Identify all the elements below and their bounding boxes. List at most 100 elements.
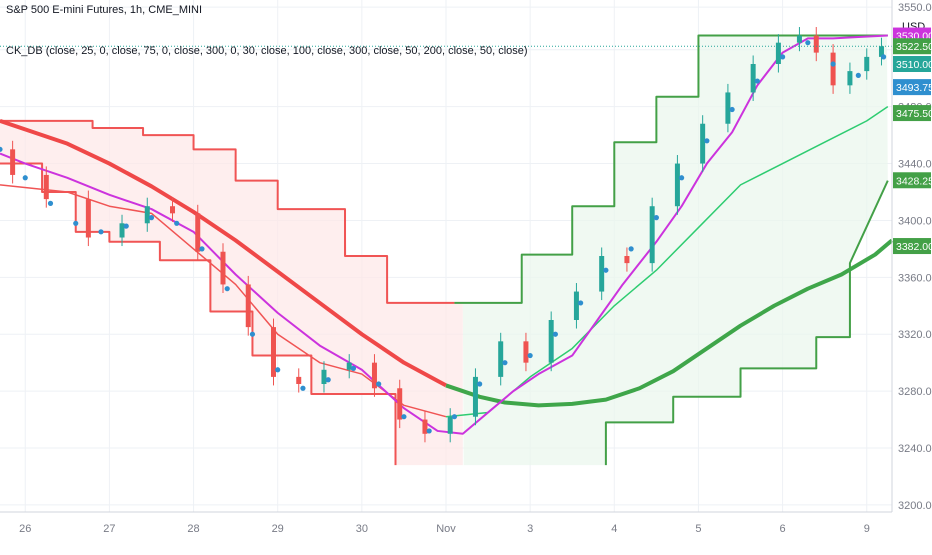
dot-point-8: [199, 246, 205, 252]
price-label-box-6: [893, 238, 931, 255]
x-tick-label-1: 27: [103, 523, 115, 535]
y-tick-label-0: 3200.00: [898, 500, 932, 512]
x-tick-label-5: Nov: [436, 523, 456, 535]
candle-body-35: [864, 56, 870, 72]
x-tick-label-4: 30: [356, 523, 368, 535]
candle-body-21: [548, 320, 554, 363]
candle-body-1: [10, 149, 16, 175]
candle-body-2: [43, 174, 49, 200]
band-mid-line-green: [445, 106, 889, 418]
candle-body-4: [119, 223, 125, 238]
candle-body-11: [296, 376, 302, 384]
dot-point-24: [603, 267, 609, 273]
candle-body-5: [144, 206, 150, 224]
dot-point-13: [325, 377, 331, 383]
dot-point-16: [401, 414, 407, 420]
candle-body-20: [523, 341, 529, 363]
y-tick-label-4: 3360.00: [898, 272, 932, 284]
price-label-5: 3428.25: [896, 175, 932, 187]
magenta-line: [0, 34, 888, 435]
dot-point-19: [477, 381, 483, 387]
candle-body-24: [624, 256, 630, 264]
dot-point-20: [502, 360, 508, 366]
price-label-box-5: [893, 172, 931, 189]
band-top-line-red: [0, 119, 455, 304]
x-tick-label-10: 9: [864, 523, 870, 535]
candle-body-25: [649, 206, 655, 264]
candle-body-10: [270, 327, 276, 377]
candle-body-33: [830, 52, 836, 86]
candle-body-14: [371, 362, 377, 389]
y-tick-label-3: 3320.00: [898, 329, 932, 341]
candle-body-9: [245, 284, 251, 328]
candle-body-15: [397, 388, 403, 420]
dot-point-1: [22, 175, 28, 181]
candle-body-12: [321, 369, 327, 384]
price-label-1: 3522.50: [896, 41, 932, 53]
dot-point-6: [148, 215, 155, 221]
y-tick-label-5: 3400.00: [898, 215, 932, 227]
dot-point-12: [300, 385, 306, 391]
dot-point-22: [552, 331, 558, 337]
candle-body-36: [878, 46, 884, 57]
dot-point-14: [350, 365, 357, 371]
candle-body-26: [674, 163, 680, 207]
dot-point-32: [805, 40, 811, 46]
candle-body-30: [775, 42, 781, 64]
candle-body-13: [346, 362, 352, 370]
y-tick-label-2: 3280.00: [898, 386, 932, 398]
dot-point-35: [880, 54, 887, 60]
price-label-2: 3510.00: [896, 59, 932, 71]
candle-body-3: [85, 199, 91, 238]
price-label-box-3: [893, 79, 931, 96]
dot-point-4: [98, 229, 104, 235]
candle-body-16: [422, 419, 428, 434]
thick-ma-line-green: [445, 238, 894, 408]
candle-body-27: [700, 123, 706, 164]
candle-body-22: [573, 291, 579, 320]
candle-body-34: [847, 71, 853, 86]
dot-point-17: [426, 428, 432, 434]
dot-point-27: [679, 175, 685, 181]
dot-point-23: [578, 300, 584, 306]
candle-body-19: [498, 341, 504, 377]
dot-point-15: [376, 381, 382, 387]
dot-point-2: [47, 200, 54, 206]
dot-point-28: [704, 138, 710, 144]
x-tick-label-8: 5: [695, 523, 701, 535]
x-tick-label-9: 6: [780, 523, 786, 535]
band-bottom-line-green: [604, 180, 889, 466]
indicator-title[interactable]: CK_DB (close, 25, 0, close, 75, 0, close…: [6, 45, 528, 57]
candle-body-32: [813, 35, 819, 53]
thick-ma-line-red: [0, 118, 447, 388]
y-tick-label-6: 3440.00: [898, 159, 932, 171]
price-label-3: 3493.75: [896, 82, 932, 94]
dot-point-7: [174, 220, 180, 226]
dot-point-5: [123, 223, 129, 229]
candle-body-29: [750, 64, 756, 93]
dot-point-33: [830, 61, 836, 67]
x-tick-label-7: 4: [611, 523, 617, 535]
x-tick-label-6: 3: [527, 523, 533, 535]
candle-body-18: [472, 376, 478, 417]
x-tick-label-3: 29: [272, 523, 284, 535]
x-tick-label-0: 26: [19, 523, 31, 535]
dot-point-25: [628, 246, 634, 252]
dot-point-11: [275, 367, 281, 373]
price-label-box-4: [893, 105, 931, 122]
x-tick-label-2: 28: [187, 523, 199, 535]
dot-point-30: [754, 78, 760, 84]
dot-point-10: [249, 331, 256, 337]
dot-point-3: [73, 220, 79, 226]
y-tick-label-1: 3240.00: [898, 443, 932, 455]
price-label-box-2: [893, 56, 931, 72]
dot-point-21: [527, 352, 533, 359]
price-label-6: 3382.00: [896, 241, 932, 253]
candle-body-6: [170, 206, 176, 214]
candle-body-8: [220, 251, 226, 285]
band-top-line-green: [454, 34, 888, 304]
candle-body-28: [725, 92, 731, 124]
dot-point-29: [729, 106, 735, 113]
